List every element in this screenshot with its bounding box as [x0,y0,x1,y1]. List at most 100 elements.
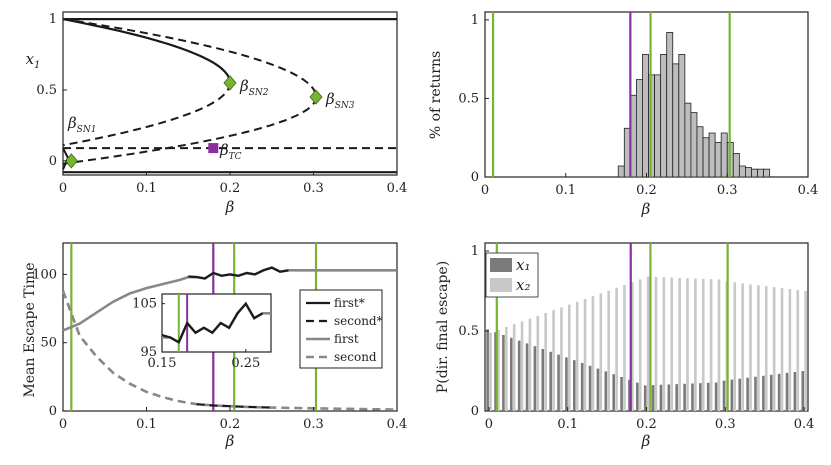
inset-ytick-label: 105 [132,297,157,312]
inset-series-first-star [161,301,264,344]
bifurcation-frame [62,11,398,176]
final-escape-x2-bar [749,284,752,411]
final-escape-legend-swatch [490,258,512,272]
final-escape-x1-bar [494,332,497,411]
inset-xtick-label: 0.15 [148,356,177,371]
final-escape-x1-bar [785,372,789,411]
unstable-upper-sn3-branch [62,18,317,98]
bifurcation-xtick-label: 0.4 [387,181,408,196]
final-escape-x1-bar [675,384,679,411]
histogram-bar [720,132,728,178]
escape-time-xtick-label: 0.1 [136,417,157,432]
escape-legend-label: first* [334,296,365,310]
final-escape-x1-bar [691,383,694,411]
final-escape-legend-swatch [490,278,512,292]
bifurcation-xtick-label: 0.3 [303,181,324,196]
histogram-bar [732,153,740,178]
final-escape-x1-bar [502,335,505,411]
histogram-bar [684,102,692,178]
beta-sn1-label: βSN1 [67,114,96,135]
final-escape-x1-bar [628,379,631,411]
final-escape-x1-bar [754,376,757,411]
final-escape-x2-bar [662,277,666,411]
sn1-marker [64,153,78,169]
final-escape-x2-bar [804,291,807,411]
inset-ytick-label: 95 [140,345,157,360]
final-escape-ytick-label: 0 [471,404,479,419]
histogram-bar [654,74,662,178]
escape-time-ylabel: Mean Escape Time [22,262,38,397]
final-escape-x1-bar [762,375,765,411]
escape-legend-label: first [334,332,359,346]
final-escape-x2-bar [772,287,776,411]
final-escape-x2-bar [512,324,516,411]
final-escape-x2-bar [741,283,744,411]
histogram-bar [708,132,716,178]
final-escape-x2-bar [568,304,571,411]
histogram-bar [702,137,710,178]
final-escape-x1-bar [612,374,615,411]
histogram-xtick-label: 0.4 [798,183,819,198]
escape-time-ytick-label: 0 [49,404,57,419]
final-escape-x1-bar [722,380,726,411]
histogram-ytick-label: 0.5 [458,91,479,106]
final-escape-x1-bar [557,354,560,411]
histogram-bar [751,168,758,178]
histogram-bar [666,32,674,178]
final-escape-x1-bar [572,360,576,411]
escape-legend-label: second [334,350,377,364]
final-escape-legend-label: x₁ [516,256,530,274]
final-escape-x2-bar [607,290,611,411]
final-escape-x2-bar [489,332,492,411]
final-escape-x1-bar [643,385,647,411]
histogram-bar [672,63,680,178]
final-escape-x2-bar [646,276,650,411]
final-escape-ylabel: P(dir. final escape) [435,261,451,393]
final-escape-x2-bar [536,315,540,411]
histogram-bar [636,79,643,178]
unstable-lower-sn3-branch [62,96,317,165]
histogram-bar [678,54,686,178]
final-escape-x2-bar [654,276,658,411]
final-escape-x2-bar [615,287,618,411]
final-escape-x2-bar [678,277,681,411]
bifurcation-xtick-label: 0 [59,181,67,196]
final-escape-x2-bar [638,279,642,411]
final-escape-x2-bar [544,313,547,411]
final-escape-x1-bar [509,337,513,411]
final-escape-x2-bar [709,279,713,411]
final-escape-xtick-label: 0.1 [557,417,578,432]
final-escape-x1-bar [714,382,718,411]
bifurcation-ylabel: x1 [26,50,41,71]
final-escape-x2-bar [591,296,595,411]
final-escape-x2-bar [575,301,579,411]
final-escape-x1-bar [699,383,702,411]
final-escape-x1-bar [580,363,584,411]
histogram-bar [738,165,746,178]
histogram-xtick-label: 0 [481,183,489,198]
final-escape-x1-bar [486,329,489,411]
sn2-marker [223,75,237,91]
final-escape-x1-bar [596,368,600,411]
histogram-bar [690,112,698,178]
final-escape-x1-bar [746,377,749,411]
final-escape-x1-bar [683,383,686,411]
final-escape-x2-bar [733,282,737,411]
escape-time-xtick-label: 0.3 [303,417,324,432]
escape-legend-label: second* [334,314,383,328]
histogram-xtick-label: 0.2 [636,183,657,198]
final-escape-x1-bar [620,377,623,411]
histogram-bar [745,167,752,178]
escape-time-xlabel: β [225,432,235,450]
final-escape-x2-bar [599,293,603,411]
final-escape-xtick-label: 0 [485,417,493,432]
final-escape-legend-label: x₂ [516,276,530,294]
final-escape-x2-bar [694,278,697,411]
final-escape-x2-bar [583,299,587,411]
final-escape-x2-bar [764,286,768,411]
unstable-sn2-branch [62,82,231,147]
histogram-bar [757,168,764,178]
bifurcation-xtick-label: 0.1 [136,181,157,196]
final-escape-x1-bar [525,343,529,411]
